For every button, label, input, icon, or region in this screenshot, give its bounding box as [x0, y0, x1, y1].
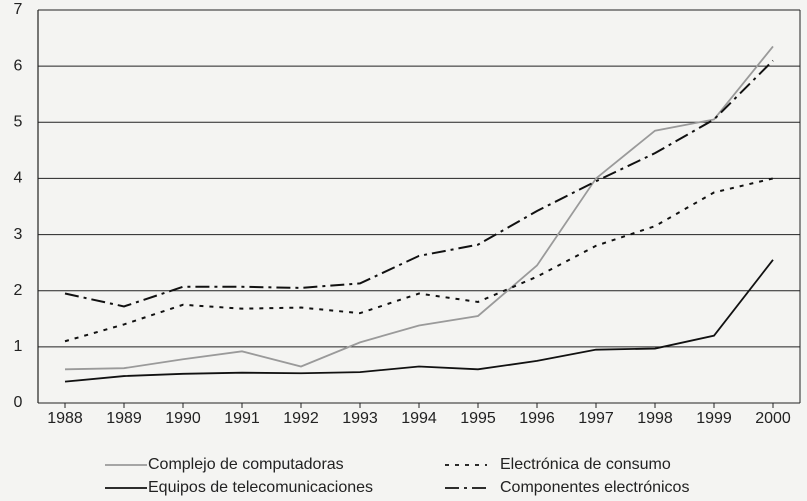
x-tick-label: 1992 — [283, 410, 319, 427]
y-tick-label: 3 — [14, 226, 23, 243]
x-tick-label: 1996 — [519, 410, 555, 427]
x-tick-label: 1995 — [460, 410, 496, 427]
x-tick-label: 1990 — [165, 410, 201, 427]
y-tick-label: 2 — [14, 282, 23, 299]
legend-label: Complejo de computadoras — [148, 456, 344, 473]
x-tick-label: 2000 — [755, 410, 791, 427]
x-tick-label: 1997 — [578, 410, 614, 427]
series-line — [64, 45, 774, 371]
x-tick-label: 1993 — [342, 410, 378, 427]
series-line — [64, 59, 774, 308]
x-tick-label: 1999 — [696, 410, 732, 427]
y-tick-label: 1 — [14, 338, 23, 355]
x-tick-label: 1988 — [47, 410, 83, 427]
y-tick-label: 7 — [14, 1, 23, 18]
x-tick-label: 1994 — [401, 410, 437, 427]
y-tick-label: 0 — [14, 394, 23, 411]
series-line — [64, 177, 774, 343]
y-tick-label: 5 — [14, 114, 23, 131]
x-tick-label: 1989 — [106, 410, 142, 427]
y-tick-label: 6 — [14, 57, 23, 74]
y-tick-label: 4 — [14, 170, 23, 187]
x-tick-label: 1991 — [224, 410, 260, 427]
series-line — [64, 259, 774, 383]
legend-label: Equipos de telecomunicaciones — [148, 479, 373, 496]
legend-label: Electrónica de consumo — [500, 456, 671, 473]
legend-label: Componentes electrónicos — [500, 479, 689, 496]
x-tick-label: 1998 — [637, 410, 673, 427]
